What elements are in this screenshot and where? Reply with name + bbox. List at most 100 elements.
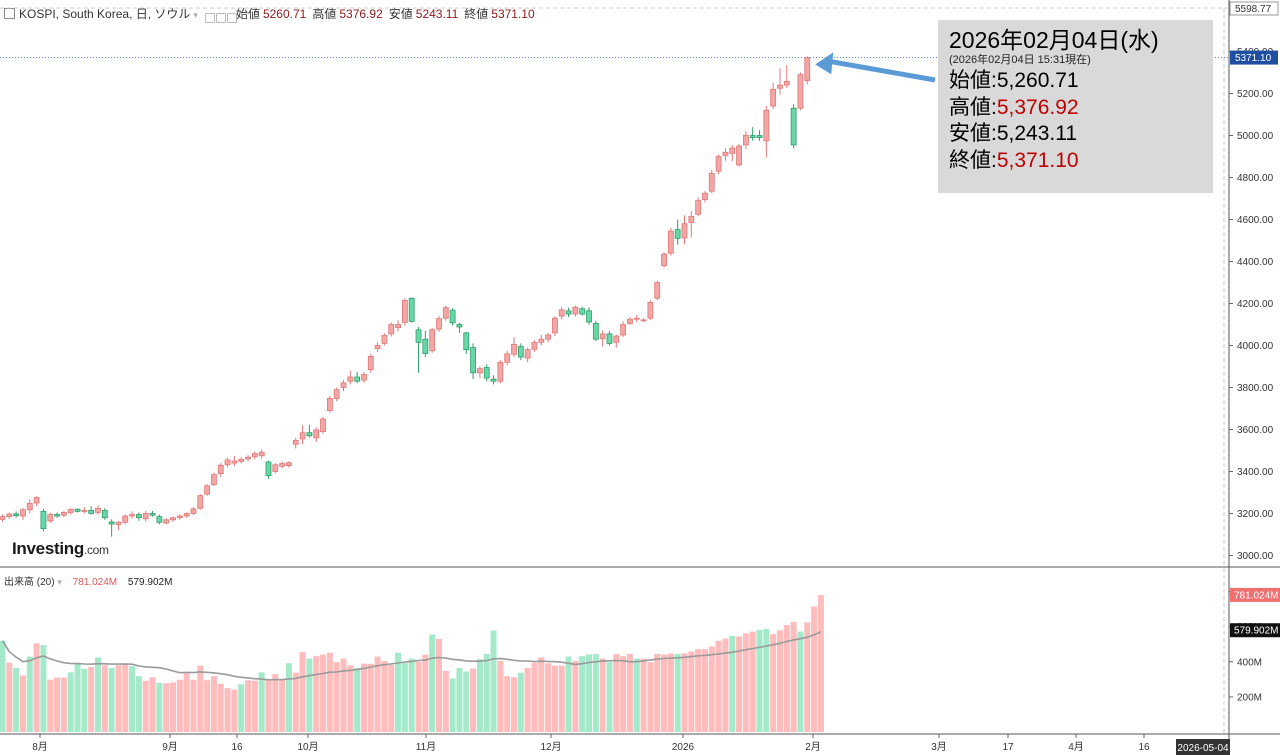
volume-bar xyxy=(776,630,783,732)
candle-body xyxy=(95,507,101,513)
candle xyxy=(251,451,258,460)
candle-body xyxy=(231,460,238,464)
candle-body xyxy=(381,335,388,344)
candle-body xyxy=(627,318,633,324)
volume-bar xyxy=(170,682,176,732)
volume-bar xyxy=(456,667,463,732)
volume-bar xyxy=(715,640,722,732)
candle xyxy=(777,68,783,95)
volume-bar xyxy=(13,667,20,732)
x-tick-label: 3月 xyxy=(931,741,947,753)
volume-tick-label: 400M xyxy=(1237,657,1262,668)
series-settings-icons[interactable] xyxy=(204,10,237,23)
x-tick-label: 8月 xyxy=(32,741,48,753)
candle-body xyxy=(681,223,688,239)
volume-bar xyxy=(797,631,804,732)
candle xyxy=(204,484,211,496)
candle xyxy=(388,322,395,337)
candle xyxy=(538,335,545,346)
candle xyxy=(606,331,613,346)
candle xyxy=(790,104,797,149)
price-tick-label: 4200.00 xyxy=(1237,299,1274,310)
volume-bar xyxy=(183,673,190,732)
candle-body xyxy=(190,508,197,514)
x-tick-label: 9月 xyxy=(162,741,178,753)
volume-bar xyxy=(626,653,633,732)
info-close: 終値:5,371.10 xyxy=(949,148,1079,172)
price-tick-label: 5000.00 xyxy=(1237,131,1274,142)
price-tick-label: 5200.00 xyxy=(1237,89,1274,100)
candle xyxy=(531,340,538,352)
volume-bar xyxy=(579,656,586,732)
candle xyxy=(661,252,667,268)
candle-body xyxy=(511,344,517,355)
info-as-of: (2026年02月04日 15:31現在) xyxy=(949,54,1091,66)
candle-body xyxy=(517,346,524,358)
candle xyxy=(442,305,449,321)
candle-body xyxy=(197,495,204,509)
volume-bar xyxy=(654,653,661,732)
volume-bar xyxy=(586,654,593,732)
candle-body xyxy=(354,376,361,382)
candle xyxy=(217,463,224,477)
candle-body xyxy=(708,172,715,192)
candle-body xyxy=(183,513,190,517)
volume-bar xyxy=(790,621,797,732)
volume-bar xyxy=(333,662,340,732)
candle xyxy=(67,508,74,515)
candle xyxy=(681,215,688,245)
candle xyxy=(456,322,463,333)
candle xyxy=(627,317,633,325)
candle xyxy=(149,510,156,517)
candle-body xyxy=(115,521,122,525)
volume-bar xyxy=(19,675,26,732)
candle xyxy=(490,375,497,385)
volume-bar xyxy=(674,653,681,732)
chevron-down-icon[interactable]: ▾ xyxy=(193,10,198,20)
volume-bar xyxy=(326,652,333,732)
volume-bar xyxy=(490,630,497,732)
volume-bar xyxy=(115,665,122,732)
candle-body xyxy=(613,335,620,343)
candle xyxy=(415,327,422,373)
volume-bar xyxy=(94,657,101,732)
volume-bar xyxy=(129,666,136,732)
symbol-label[interactable]: KOSPI, South Korea, 日, ソウル xyxy=(19,7,191,21)
open-label: 始値 xyxy=(235,7,260,21)
candle xyxy=(524,347,531,363)
volume-bar xyxy=(483,653,490,732)
candle-body xyxy=(572,306,579,315)
candle xyxy=(265,460,272,479)
candle-body xyxy=(40,510,47,530)
volume-bar xyxy=(558,665,565,732)
x-tick-label: 16 xyxy=(231,742,243,753)
candle-body xyxy=(770,88,777,107)
volume-bar xyxy=(408,658,415,732)
candle xyxy=(26,499,33,514)
info-open: 始値:5,260.71 xyxy=(949,69,1079,92)
candle-body xyxy=(135,514,142,519)
candle-body xyxy=(476,368,483,374)
candle xyxy=(736,143,742,167)
volume-bar xyxy=(388,664,395,732)
candle-body xyxy=(545,334,551,340)
volume-bar xyxy=(47,679,54,732)
volume-bar xyxy=(565,656,572,732)
volume-bar xyxy=(517,672,524,732)
candle xyxy=(552,316,558,337)
candle-body xyxy=(647,302,654,319)
candle-body xyxy=(483,367,490,379)
volume-label[interactable]: 出来高 (20) xyxy=(4,577,55,588)
candle-body xyxy=(156,516,163,523)
candle xyxy=(54,512,60,518)
candle-body xyxy=(531,341,538,350)
candle-body xyxy=(347,376,354,382)
volume-bar xyxy=(122,663,129,732)
candle xyxy=(60,510,67,518)
volume-bar xyxy=(381,660,388,732)
volume-bar xyxy=(415,661,422,732)
top-price-box xyxy=(1229,1,1279,16)
candle xyxy=(88,506,95,515)
candle-body xyxy=(108,521,115,525)
